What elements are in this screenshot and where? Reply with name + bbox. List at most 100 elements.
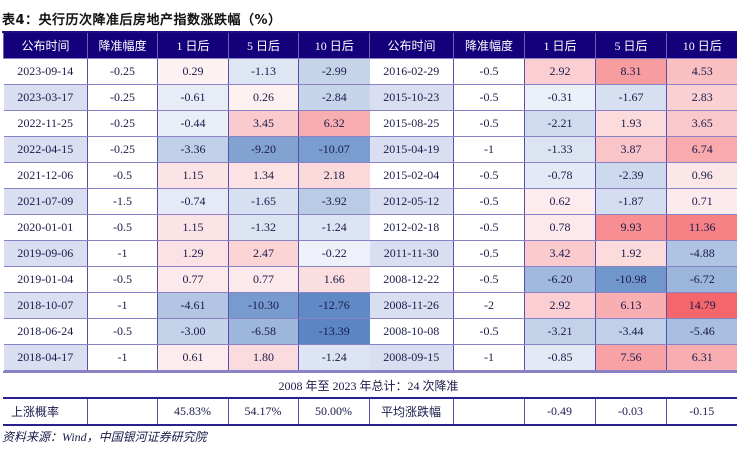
rrr-cut-cell: -1 xyxy=(87,344,158,371)
table-row: 2019-01-04 -0.5 0.77 0.77 1.66 xyxy=(3,266,370,293)
table-title: 表4：央行历次降准后房地产指数涨跌幅（%） xyxy=(2,13,282,28)
rrr-cut-cell: -1 xyxy=(453,136,525,163)
rrr-cut-cell: -0.25 xyxy=(87,136,158,163)
rrr-cut-cell: -0.5 xyxy=(453,266,525,293)
change-10d-cell: -1.24 xyxy=(298,344,370,371)
table-row: 2008-12-22 -0.5 -6.20 -10.98 -6.72 xyxy=(369,266,737,293)
date-cell: 2008-09-15 xyxy=(369,344,454,371)
rise-prob-d10: 50.00% xyxy=(297,398,369,425)
top-rule xyxy=(2,31,737,33)
change-1d-cell: -3.36 xyxy=(157,136,229,163)
table-row: 2018-10-07 -1 -4.61 -10.30 -12.76 xyxy=(3,292,370,319)
change-5d-cell: -1.67 xyxy=(595,84,667,111)
header-row: 公布时间 降准幅度 1 日后 5 日后 10 日后 xyxy=(3,33,370,59)
rrr-cut-cell: -0.5 xyxy=(453,58,525,85)
date-cell: 2008-12-22 xyxy=(369,266,454,293)
rrr-cut-cell: -0.5 xyxy=(87,162,158,189)
date-cell: 2012-05-12 xyxy=(369,188,454,215)
change-1d-cell: 0.61 xyxy=(157,344,229,371)
rise-prob-d5: 54.17% xyxy=(227,398,298,425)
table-row: 2023-03-17 -0.25 -0.61 0.26 -2.84 xyxy=(3,84,370,111)
change-1d-cell: -0.44 xyxy=(157,110,229,137)
rise-prob-label: 上涨概率 xyxy=(11,405,60,419)
table-row: 2020-01-01 -0.5 1.15 -1.32 -1.24 xyxy=(3,214,370,241)
change-1d-cell: 0.62 xyxy=(524,188,596,215)
date-cell: 2008-11-26 xyxy=(369,292,454,319)
change-1d-cell: 1.29 xyxy=(157,240,229,267)
col-date: 公布时间 xyxy=(369,33,454,59)
date-cell: 2015-08-25 xyxy=(369,110,454,137)
date-cell: 2012-02-18 xyxy=(369,214,454,241)
table-row: 2008-11-26 -2 2.92 6.13 14.79 xyxy=(369,292,737,319)
date-cell: 2018-04-17 xyxy=(3,344,88,371)
change-1d-cell: 2.92 xyxy=(524,58,596,85)
change-5d-cell: 0.77 xyxy=(228,266,299,293)
change-1d-cell: -2.21 xyxy=(524,110,596,137)
table-row: 2022-11-25 -0.25 -0.44 3.45 6.32 xyxy=(3,110,370,137)
table-row: 2015-08-25 -0.5 -2.21 1.93 3.65 xyxy=(369,110,737,137)
table-row: 2016-02-29 -0.5 2.92 8.31 4.53 xyxy=(369,58,737,85)
rrr-cut-cell: -0.5 xyxy=(87,266,158,293)
table-bottom-rule xyxy=(3,371,737,373)
date-cell: 2021-12-06 xyxy=(3,162,88,189)
rise-prob-d1: 45.83% xyxy=(156,398,228,425)
date-cell: 2015-10-23 xyxy=(369,84,454,111)
stats-table: 上涨概率 45.83% 54.17% 50.00% 平均涨跌幅 -0.49 -0… xyxy=(3,397,737,426)
change-1d-cell: 1.15 xyxy=(157,162,229,189)
change-5d-cell: -10.98 xyxy=(595,266,667,293)
date-cell: 2019-01-04 xyxy=(3,266,88,293)
rrr-cut-cell: -0.5 xyxy=(87,318,158,345)
summary-text: 2008 年至 2023 年总计：24 次降准 xyxy=(278,379,459,393)
change-1d-cell: 0.78 xyxy=(524,214,596,241)
change-10d-cell: -1.24 xyxy=(298,214,370,241)
col-d1: 1 日后 xyxy=(157,33,229,59)
table-row: 2011-11-30 -0.5 3.42 1.92 -4.88 xyxy=(369,240,737,267)
rrr-cut-cell: -1 xyxy=(453,344,525,371)
change-5d-cell: 1.80 xyxy=(228,344,299,371)
rrr-cut-cell: -0.25 xyxy=(87,84,158,111)
change-10d-cell: 0.96 xyxy=(666,162,737,189)
change-10d-cell: -2.84 xyxy=(298,84,370,111)
empty-cell xyxy=(452,398,524,425)
date-cell: 2021-07-09 xyxy=(3,188,88,215)
change-1d-cell: 0.29 xyxy=(157,58,229,85)
table-row: 2012-02-18 -0.5 0.78 9.93 11.36 xyxy=(369,214,737,241)
change-5d-cell: 3.87 xyxy=(595,136,667,163)
change-10d-cell: -4.88 xyxy=(666,240,737,267)
avg-change-d10: -0.15 xyxy=(665,398,737,425)
table-row: 2008-09-15 -1 -0.85 7.56 6.31 xyxy=(369,344,737,371)
date-cell: 2019-09-06 xyxy=(3,240,88,267)
change-1d-cell: -0.85 xyxy=(524,344,596,371)
change-10d-cell: 2.83 xyxy=(666,84,737,111)
table-row: 2021-07-09 -1.5 -0.74 -1.65 -3.92 xyxy=(3,188,370,215)
change-5d-cell: 2.47 xyxy=(228,240,299,267)
rrr-cut-cell: -0.5 xyxy=(453,318,525,345)
change-5d-cell: 7.56 xyxy=(595,344,667,371)
date-cell: 2023-03-17 xyxy=(3,84,88,111)
rrr-cut-cell: -0.5 xyxy=(453,188,525,215)
change-10d-cell: 4.53 xyxy=(666,58,737,85)
table-row: 2015-04-19 -1 -1.33 3.87 6.74 xyxy=(369,136,737,163)
change-1d-cell: -0.78 xyxy=(524,162,596,189)
rrr-cut-cell: -0.25 xyxy=(87,58,158,85)
change-10d-cell: 3.65 xyxy=(666,110,737,137)
change-1d-cell: -0.74 xyxy=(157,188,229,215)
change-1d-cell: -0.61 xyxy=(157,84,229,111)
change-10d-cell: 0.71 xyxy=(666,188,737,215)
date-cell: 2015-04-19 xyxy=(369,136,454,163)
table-row: 2021-12-06 -0.5 1.15 1.34 2.18 xyxy=(3,162,370,189)
change-10d-cell: -12.76 xyxy=(298,292,370,319)
change-10d-cell: -6.72 xyxy=(666,266,737,293)
change-5d-cell: 1.92 xyxy=(595,240,667,267)
col-date: 公布时间 xyxy=(3,33,88,59)
change-10d-cell: -13.39 xyxy=(298,318,370,345)
date-cell: 2022-11-25 xyxy=(3,110,88,137)
header-row: 公布时间 降准幅度 1 日后 5 日后 10 日后 xyxy=(369,33,737,59)
col-d10: 10 日后 xyxy=(666,33,737,59)
change-1d-cell: -3.21 xyxy=(524,318,596,345)
change-5d-cell: -1.87 xyxy=(595,188,667,215)
table-row: 2015-10-23 -0.5 -0.31 -1.67 2.83 xyxy=(369,84,737,111)
date-cell: 2022-04-15 xyxy=(3,136,88,163)
change-10d-cell: 6.31 xyxy=(666,344,737,371)
change-10d-cell: 6.32 xyxy=(298,110,370,137)
